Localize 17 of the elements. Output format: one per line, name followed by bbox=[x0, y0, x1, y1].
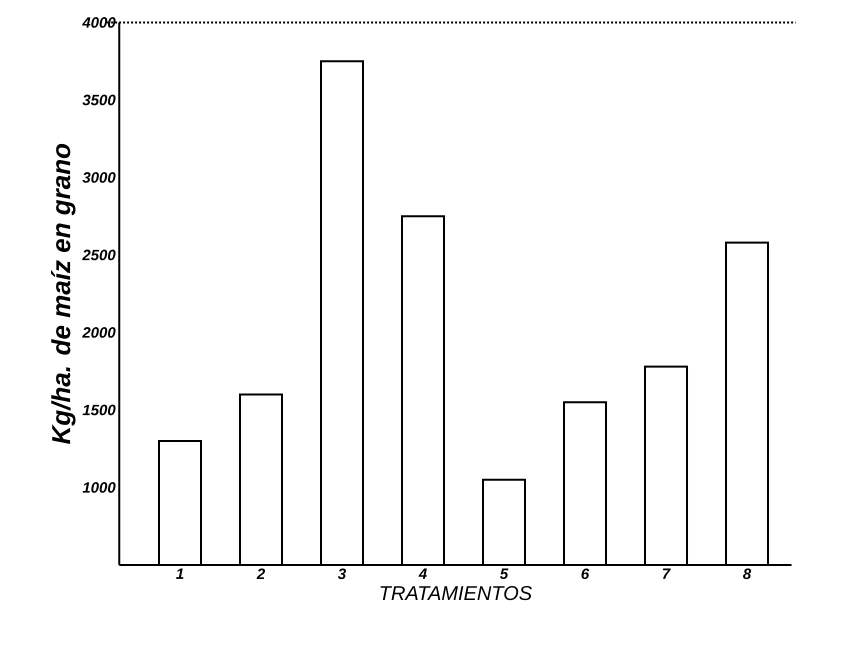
x-tick-label: 4 bbox=[418, 568, 427, 579]
x-tick-label: 6 bbox=[582, 568, 590, 580]
x-tick-label: 8 bbox=[743, 568, 752, 580]
x-axis-title: TRATAMIENTOS bbox=[380, 586, 532, 600]
x-tick-label: 7 bbox=[662, 568, 671, 579]
y-axis-title: Kg/ha. de maíz en grano bbox=[51, 144, 76, 444]
y-tick-label: 2000 bbox=[82, 327, 116, 338]
y-tick-label: 1000 bbox=[82, 482, 116, 493]
x-tick-label: 3 bbox=[338, 568, 346, 580]
y-tick-label: 4000 bbox=[82, 17, 116, 28]
y-tick-label: 3500 bbox=[82, 94, 116, 106]
y-tick-label: 1500 bbox=[82, 404, 116, 416]
x-tick-label: 2 bbox=[256, 568, 266, 580]
x-tick-label: 1 bbox=[176, 568, 184, 579]
y-tick-label: 2500 bbox=[82, 250, 116, 260]
y-tick-label: 3000 bbox=[82, 172, 116, 183]
x-tick-label: 5 bbox=[500, 568, 508, 579]
